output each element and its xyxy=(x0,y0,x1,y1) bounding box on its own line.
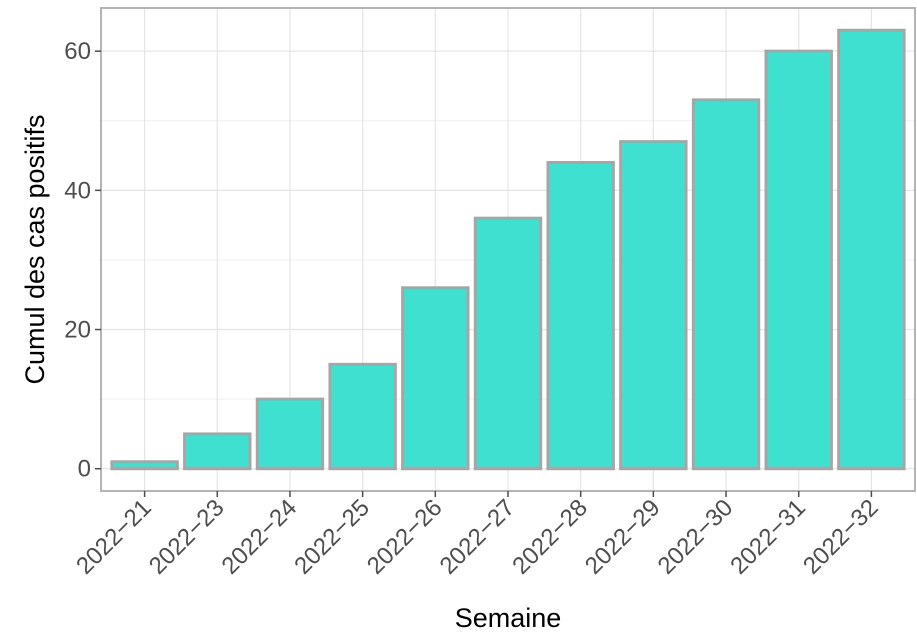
y-tick-label: 0 xyxy=(78,456,91,483)
x-tick-label: 2022−30 xyxy=(653,494,739,580)
x-tick-label: 2022−31 xyxy=(725,494,811,580)
bar xyxy=(619,140,688,471)
x-tick-label: 2022−29 xyxy=(580,494,666,580)
x-tick-label: 2022−25 xyxy=(289,494,375,580)
bar xyxy=(183,432,252,471)
x-tick-label: 2022−24 xyxy=(217,494,303,580)
x-tick-label: 2022−26 xyxy=(362,494,448,580)
x-tick-label: 2022−23 xyxy=(144,494,230,580)
bar xyxy=(546,161,615,471)
y-tick-label: 60 xyxy=(64,38,91,65)
y-axis-ticks: 0 20 40 60 xyxy=(64,38,101,483)
y-tick-label: 40 xyxy=(64,177,91,204)
x-tick-label: 2022−21 xyxy=(71,494,157,580)
bar xyxy=(473,216,543,471)
y-axis-title: Cumul des cas positifs xyxy=(20,114,50,384)
x-axis-title: Semaine xyxy=(455,603,562,632)
bar xyxy=(328,362,397,471)
bar xyxy=(837,28,906,471)
bars xyxy=(110,28,906,471)
x-tick-label: 2022−32 xyxy=(798,494,884,580)
y-tick-label: 20 xyxy=(64,317,91,344)
bar xyxy=(110,460,179,471)
x-axis-ticks: 2022−212022−232022−242022−252022−262022−… xyxy=(71,491,884,580)
x-tick-label: 2022−28 xyxy=(507,494,593,580)
bar xyxy=(691,98,761,471)
bar xyxy=(255,397,325,471)
bar xyxy=(401,286,470,471)
bar xyxy=(764,49,833,471)
x-tick-label: 2022−27 xyxy=(435,494,521,580)
